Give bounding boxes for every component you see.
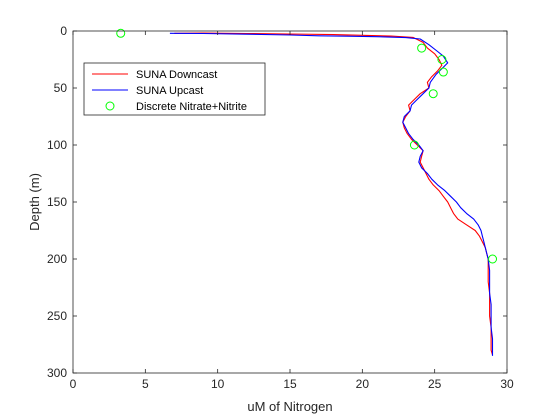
x-tick-label: 15 [283,377,297,391]
y-tick-label: 250 [47,309,67,323]
data-point [488,254,498,264]
y-tick-label: 300 [47,366,67,380]
legend-label: Discrete Nitrate+Nitrite [136,101,247,113]
data-point [409,140,419,150]
data-point [438,67,448,77]
x-axis-label: uM of Nitrogen [247,399,332,414]
legend-swatch [105,101,115,111]
x-tick-label: 5 [142,377,149,391]
data-point [428,89,438,99]
x-tick-label: 30 [500,377,514,391]
data-point [437,55,447,64]
x-tick-label: 20 [356,377,370,391]
legend-label: SUNA Upcast [136,85,203,97]
y-axis-label: Depth (m) [27,173,42,231]
legend-label: SUNA Downcast [136,69,217,81]
data-point [417,43,427,53]
y-tick-label: 150 [47,195,67,209]
y-tick-label: 200 [47,252,67,266]
x-axis: 0 5 10 15 20 25 30 [70,31,514,391]
legend: SUNA Downcast SUNA Upcast Discrete Nitrate… [83,62,266,116]
data-point [116,28,126,38]
y-axis: 0 50 100 150 200 250 300 [47,24,507,380]
series-line-1 [169,32,494,356]
x-tick-label: 10 [211,377,225,391]
y-tick-label: 100 [47,138,67,152]
y-tick-label: 50 [54,81,68,95]
x-tick-label: 0 [70,377,77,391]
x-tick-label: 25 [428,377,442,391]
y-tick-label: 0 [60,24,67,38]
series-layer [116,28,498,356]
